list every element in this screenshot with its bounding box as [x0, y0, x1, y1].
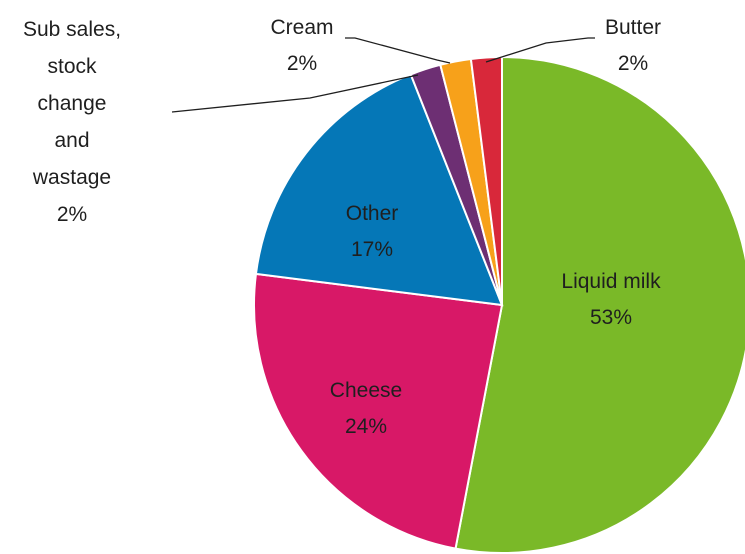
data-label-value: 17% [351, 238, 393, 261]
data-label: Cheese 24% [330, 379, 402, 438]
data-label-category: Other [346, 202, 399, 225]
data-label-value: 53% [590, 306, 632, 329]
data-label: Sub sales, stock change and wastage 2% [23, 18, 121, 226]
data-label-category: and [54, 129, 89, 152]
data-label: Liquid milk 53% [561, 270, 661, 329]
data-label-value: 2% [618, 52, 648, 75]
data-label-category: change [38, 92, 107, 115]
data-label-category: wastage [32, 166, 111, 189]
data-label-category: Butter [605, 16, 661, 39]
leader-line [345, 37, 451, 64]
data-label-value: 24% [345, 415, 387, 438]
leader-line [171, 74, 419, 113]
data-label-value: 2% [57, 203, 87, 226]
data-label-category: Sub sales, [23, 18, 121, 41]
data-label-category: Liquid milk [561, 270, 661, 293]
leader-line [485, 37, 595, 63]
data-label: Butter 2% [605, 16, 661, 75]
data-label: Cream 2% [270, 16, 333, 75]
data-label-category: Cheese [330, 379, 402, 402]
pie-slice-other [254, 73, 504, 307]
data-label: Other 17% [346, 202, 399, 261]
data-label-category: Cream [270, 16, 333, 39]
data-label-value: 2% [287, 52, 317, 75]
pie-slice-liquid-milk [454, 55, 745, 554]
data-label-category: stock [47, 55, 97, 78]
pie-slice-cheese [253, 272, 504, 550]
